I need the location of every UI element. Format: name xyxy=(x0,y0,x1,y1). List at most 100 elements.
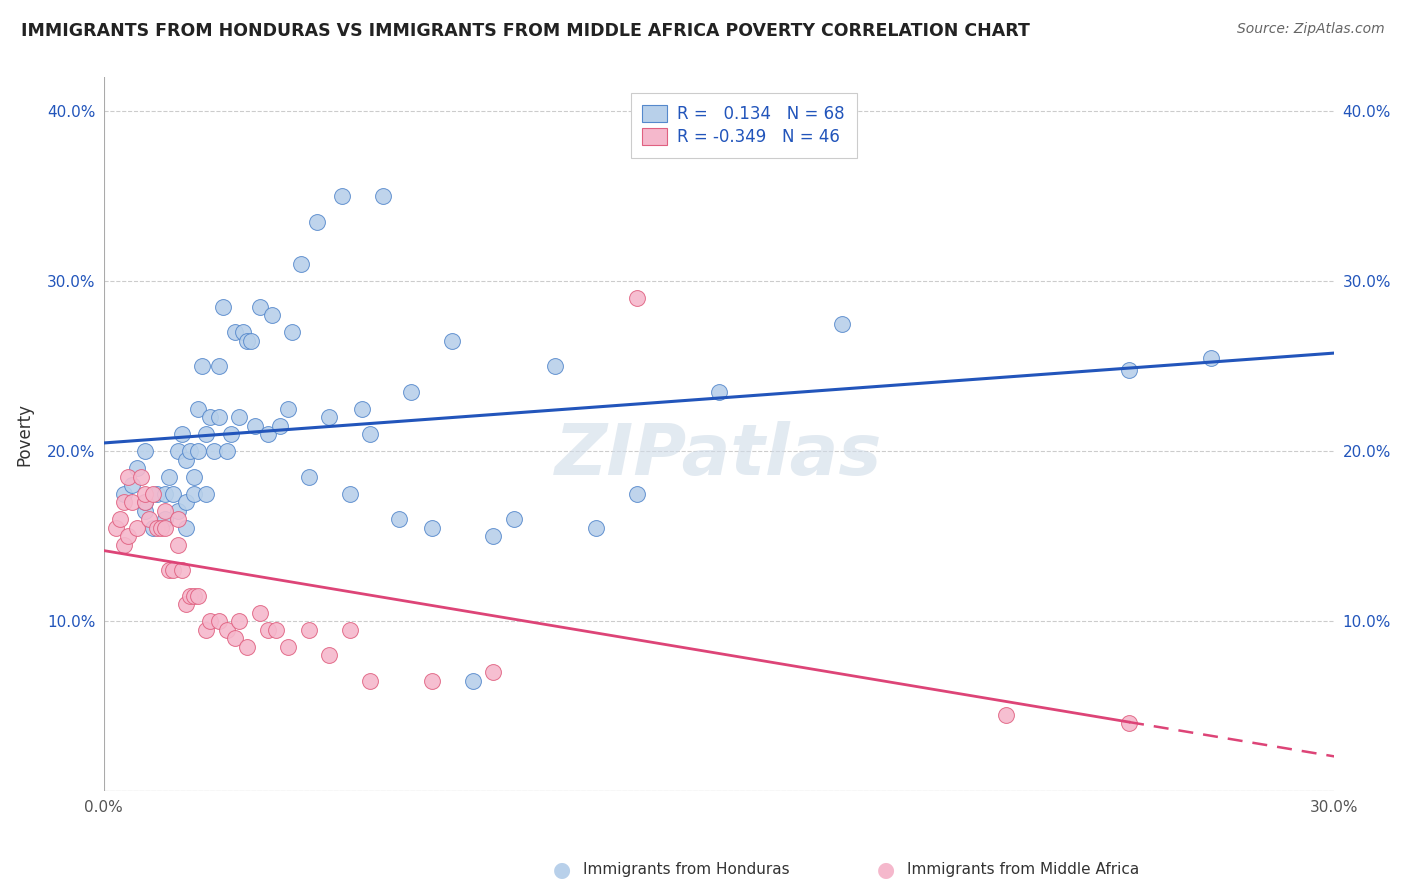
Point xyxy=(207,359,229,374)
Point xyxy=(207,614,229,628)
Text: IMMIGRANTS FROM HONDURAS VS IMMIGRANTS FROM MIDDLE AFRICA POVERTY CORRELATION CH: IMMIGRANTS FROM HONDURAS VS IMMIGRANTS F… xyxy=(21,22,1031,40)
Point xyxy=(142,487,165,501)
Point xyxy=(200,614,222,628)
Point xyxy=(228,614,250,628)
Point xyxy=(264,623,287,637)
Point xyxy=(482,665,505,680)
Point xyxy=(236,640,259,654)
Point xyxy=(420,673,443,688)
Point xyxy=(146,487,169,501)
Point xyxy=(112,495,135,509)
Point xyxy=(174,521,197,535)
Text: Immigrants from Middle Africa: Immigrants from Middle Africa xyxy=(907,863,1139,877)
Point xyxy=(232,326,254,340)
Point xyxy=(388,512,411,526)
Point xyxy=(150,521,173,535)
Point xyxy=(204,444,226,458)
Point xyxy=(187,401,209,416)
Point xyxy=(260,309,283,323)
Point xyxy=(1118,363,1140,377)
Point xyxy=(155,487,177,501)
Text: Immigrants from Honduras: Immigrants from Honduras xyxy=(583,863,790,877)
Point xyxy=(142,521,165,535)
Point xyxy=(330,189,353,203)
Y-axis label: Poverty: Poverty xyxy=(15,403,32,466)
Point xyxy=(155,504,177,518)
Point xyxy=(179,444,201,458)
Point xyxy=(207,410,229,425)
Point xyxy=(585,521,607,535)
Point xyxy=(134,444,156,458)
Point xyxy=(371,189,394,203)
Point xyxy=(170,427,193,442)
Point xyxy=(174,597,197,611)
Point xyxy=(170,563,193,577)
Point xyxy=(401,384,423,399)
Point xyxy=(215,623,238,637)
Point xyxy=(219,427,242,442)
Point xyxy=(339,487,361,501)
Point xyxy=(249,300,271,314)
Point xyxy=(134,495,156,509)
Point xyxy=(195,427,218,442)
Point xyxy=(117,529,139,543)
Point xyxy=(305,215,328,229)
Point xyxy=(134,487,156,501)
Point xyxy=(228,410,250,425)
Point xyxy=(134,495,156,509)
Text: ZIPatlas: ZIPatlas xyxy=(555,421,883,491)
Point xyxy=(183,589,205,603)
Point xyxy=(290,257,312,271)
Point xyxy=(138,512,160,526)
Point xyxy=(162,563,184,577)
Point xyxy=(211,300,233,314)
Point xyxy=(187,444,209,458)
Point xyxy=(200,410,222,425)
Point xyxy=(236,334,259,348)
Point xyxy=(112,487,135,501)
Point xyxy=(155,521,177,535)
Point xyxy=(359,427,381,442)
Point xyxy=(191,359,214,374)
Point xyxy=(256,623,278,637)
Point xyxy=(249,606,271,620)
Point xyxy=(174,495,197,509)
Point xyxy=(831,317,853,331)
Point xyxy=(157,470,180,484)
Point xyxy=(277,401,299,416)
Point xyxy=(461,673,484,688)
Point xyxy=(121,495,143,509)
Point xyxy=(256,427,278,442)
Point xyxy=(318,648,340,663)
Point xyxy=(125,521,148,535)
Point xyxy=(352,401,374,416)
Point xyxy=(166,512,188,526)
Point xyxy=(626,291,648,305)
Point xyxy=(1118,716,1140,731)
Point xyxy=(125,461,148,475)
Point xyxy=(146,521,169,535)
Point xyxy=(277,640,299,654)
Point xyxy=(298,470,321,484)
Point xyxy=(166,444,188,458)
Point xyxy=(179,589,201,603)
Point xyxy=(224,326,246,340)
Point xyxy=(995,707,1018,722)
Point xyxy=(166,538,188,552)
Legend: R =   0.134   N = 68, R = -0.349   N = 46: R = 0.134 N = 68, R = -0.349 N = 46 xyxy=(630,93,856,158)
Point xyxy=(195,623,218,637)
Text: ●: ● xyxy=(554,860,571,880)
Text: ●: ● xyxy=(877,860,894,880)
Point xyxy=(121,478,143,492)
Point xyxy=(707,384,730,399)
Point xyxy=(1199,351,1222,365)
Point xyxy=(134,504,156,518)
Point xyxy=(155,512,177,526)
Point xyxy=(183,470,205,484)
Point xyxy=(112,538,135,552)
Point xyxy=(339,623,361,637)
Point xyxy=(162,487,184,501)
Point xyxy=(157,563,180,577)
Point xyxy=(298,623,321,637)
Point xyxy=(502,512,524,526)
